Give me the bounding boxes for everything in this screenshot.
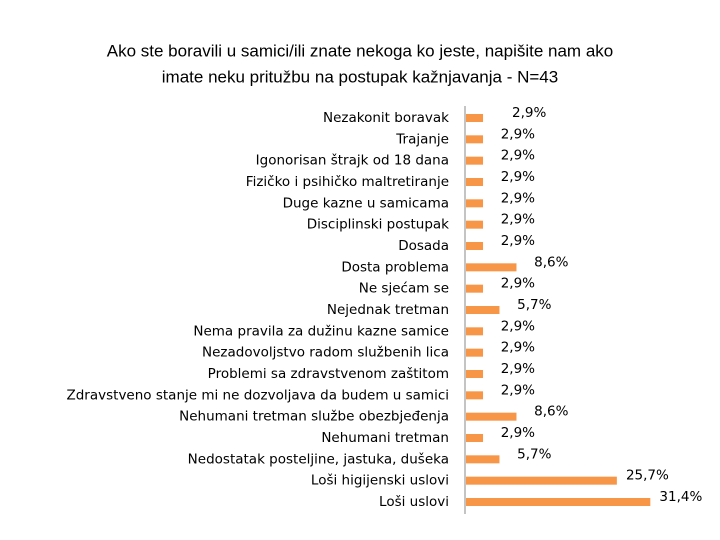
category-label: Nehumani tretman: [321, 430, 449, 446]
value-label: 2,9%: [501, 361, 535, 377]
chart-title: Ako ste boravili u samici/ili znate neko…: [107, 41, 613, 60]
category-label: Nejednak tretman: [327, 302, 449, 318]
bar: [466, 498, 651, 506]
value-label: 5,7%: [517, 297, 551, 313]
bar: [466, 306, 500, 314]
bar: [466, 348, 484, 357]
category-label: Nezadovoljstvo radom službenih lica: [202, 345, 449, 361]
value-label: 2,9%: [501, 340, 535, 356]
bar: [466, 242, 484, 250]
bar: [466, 434, 484, 442]
bar: [466, 391, 484, 400]
bar: [466, 476, 617, 485]
bar: [466, 220, 484, 229]
category-label: Zdravstveno stanje mi ne dozvoljava da b…: [66, 387, 449, 403]
value-label: 2,9%: [501, 233, 535, 249]
value-label: 2,9%: [501, 169, 535, 185]
value-label: 2,9%: [501, 190, 535, 206]
category-label: Igonorisan štrajk od 18 dana: [256, 153, 449, 169]
chart-title: imate neku pritužbu na postupak kažnjava…: [162, 67, 558, 86]
category-label: Nehumani tretman službe obezbjeđenja: [179, 409, 449, 425]
bar: [466, 263, 517, 272]
value-label: 2,9%: [501, 382, 535, 398]
bar: [466, 412, 517, 421]
category-label: Nezakonit boravak: [323, 110, 449, 126]
bar: [466, 199, 484, 208]
value-label: 2,9%: [501, 318, 535, 334]
bar: [466, 370, 484, 378]
category-label: Disciplinski postupak: [307, 217, 449, 233]
category-label: Dosta problema: [341, 259, 449, 275]
bar: [466, 135, 484, 144]
value-label: 2,9%: [501, 276, 535, 292]
category-label: Dosada: [398, 238, 449, 254]
value-label: 8,6%: [534, 404, 568, 420]
value-label: 2,9%: [501, 212, 535, 228]
value-label: 5,7%: [517, 446, 551, 462]
bar: [466, 156, 484, 165]
category-label: Loši higijenski uslovi: [311, 473, 449, 489]
value-label: 25,7%: [626, 468, 669, 484]
value-label: 2,9%: [512, 105, 546, 121]
value-label: 2,9%: [501, 148, 535, 164]
bar: [466, 284, 484, 293]
value-label: 31,4%: [659, 489, 702, 505]
value-label: 8,6%: [534, 254, 568, 270]
category-label: Nema pravila za dužinu kazne samice: [193, 323, 449, 339]
category-label: Loši uslovi: [379, 494, 449, 510]
bar: [466, 455, 500, 464]
value-label: 2,9%: [501, 425, 535, 441]
category-label: Ne sjećam se: [359, 281, 449, 297]
category-label: Duge kazne u samicama: [283, 195, 449, 211]
category-label: Problemi sa zdravstvenom zaštitom: [208, 366, 449, 382]
bar: [466, 178, 484, 186]
bar: [466, 114, 484, 122]
value-label: 2,9%: [501, 126, 535, 142]
category-label: Nedostatak posteljine, jastuka, dušeka: [188, 451, 449, 467]
category-label: Trajanje: [395, 131, 449, 147]
category-label: Fizičko i psihičko maltretiranje: [246, 174, 449, 190]
bar: [466, 327, 484, 336]
